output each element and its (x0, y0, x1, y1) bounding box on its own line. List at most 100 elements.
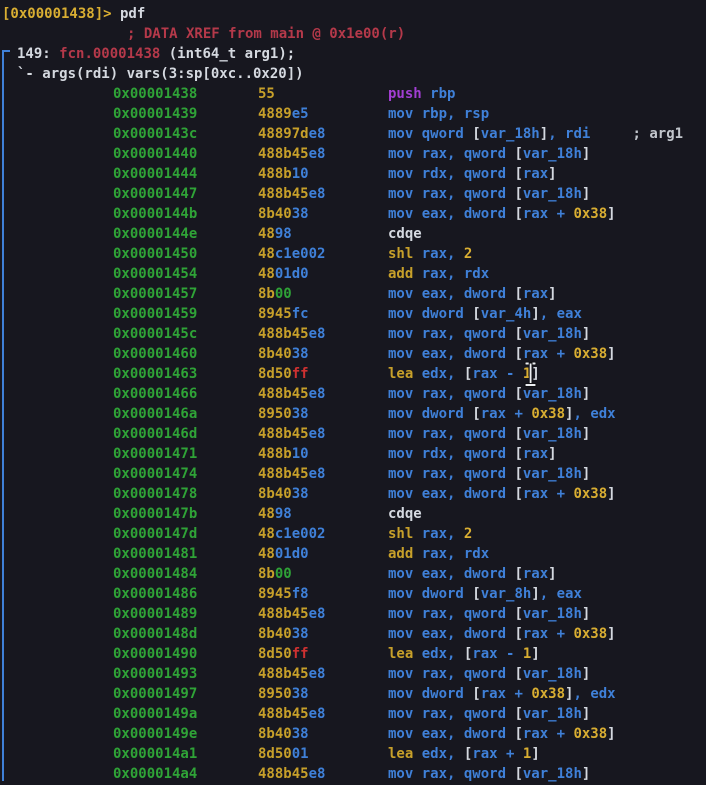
disasm-row: 0x00001474 488b45e8 mov rax, qword [var_18… (0, 464, 706, 484)
disasm-row: 0x00001497 895038 mov dword [rax + 0x38], … (0, 684, 706, 704)
instruction-address: 0x00001497 (113, 686, 198, 702)
instruction-address: 0x00001440 (113, 146, 198, 162)
instruction-bytes: 488b45e8 (258, 186, 326, 202)
instruction-address: 0x00001463 (113, 366, 198, 382)
instruction-text: mov qword [var_18h], rdi ; arg1 (388, 126, 684, 142)
instruction-text: mov dword [var_8h], eax (388, 586, 582, 602)
function-signature: (int64_t arg1); (160, 46, 296, 62)
instruction-bytes: 8b4038 (258, 346, 309, 362)
disasm-row: 0x00001450 48c1e002 shl rax, 2 (0, 244, 706, 264)
disasm-row: 0x0000146d 488b45e8 mov rax, qword [var_18… (0, 424, 706, 444)
instruction-text: cdqe (388, 506, 422, 522)
instruction-address: 0x00001460 (113, 346, 198, 362)
instruction-text: mov eax, dword [rax + 0x38] (388, 346, 616, 362)
instruction-address: 0x0000147d (113, 526, 198, 542)
instruction-text: cdqe (388, 226, 422, 242)
instruction-bytes: 488b45e8 (258, 766, 326, 782)
instruction-bytes: 8945f8 (258, 586, 309, 602)
instruction-bytes: 488b10 (258, 446, 309, 462)
instruction-text: mov rax, qword [var_18h] (388, 606, 591, 622)
prompt-command[interactable]: pdf (119, 6, 146, 22)
instruction-bytes: 488b45e8 (258, 386, 326, 402)
mouse-cursor-ibeam (524, 361, 537, 387)
disasm-row: 0x00001447 488b45e8 mov rax, qword [var_18… (0, 184, 706, 204)
function-signature-line: 149: fcn.00001438 (int64_t arg1); (0, 44, 706, 64)
disasm-row: 0x000014a4 488b45e8 mov rax, qword [var_18… (0, 764, 706, 784)
instruction-address: 0x0000143c (113, 126, 198, 142)
disasm-row: 0x00001438 55 push rbp (0, 84, 706, 104)
function-name: fcn.00001438 (59, 46, 161, 62)
instruction-bytes: 488b45e8 (258, 326, 326, 342)
instruction-bytes: 8d5001 (258, 746, 309, 762)
disasm-row: 0x0000146a 895038 mov dword [rax + 0x38], … (0, 404, 706, 424)
instruction-address: 0x00001489 (113, 606, 198, 622)
function-vars-line: `- args(rdi) vars(3:sp[0xc..0x20]) (0, 64, 706, 84)
disasm-row: 0x0000148d 8b4038 mov eax, dword [rax + 0x… (0, 624, 706, 644)
disasm-row: 0x00001489 488b45e8 mov rax, qword [var_18… (0, 604, 706, 624)
instruction-address: 0x00001484 (113, 566, 198, 582)
instruction-bytes: 4801d0 (258, 266, 309, 282)
instruction-text: mov rdx, qword [rax] (388, 166, 557, 182)
instruction-address: 0x0000149e (113, 726, 198, 742)
instruction-bytes: 4898 (258, 226, 292, 242)
disasm-row: 0x000014a1 8d5001 lea edx, [rax + 1] (0, 744, 706, 764)
instruction-address: 0x000014a1 (113, 746, 198, 762)
instruction-text: lea edx, [rax - 1] (388, 646, 540, 662)
instruction-text: mov eax, dword [rax + 0x38] (388, 626, 616, 642)
instruction-address: 0x00001450 (113, 246, 198, 262)
disasm-rows: 0x00001438 55 push rbp 0x00001439 4889e5 mov … (0, 84, 706, 784)
instruction-text: mov eax, dword [rax] (388, 286, 557, 302)
instruction-bytes: 55 (258, 86, 275, 102)
disasm-row: 0x00001444 488b10 mov rdx, qword [rax] (0, 164, 706, 184)
instruction-text: mov rdx, qword [rax] (388, 446, 557, 462)
instruction-bytes: 488b45e8 (258, 606, 326, 622)
instruction-bytes: 895038 (258, 686, 309, 702)
instruction-text: add rax, rdx (388, 266, 490, 282)
prompt-address: [0x00001438]> (2, 6, 112, 22)
function-vars: `- args(rdi) vars(3:sp[0xc..0x20]) (17, 66, 304, 82)
instruction-text: mov eax, dword [rax + 0x38] (388, 206, 616, 222)
instruction-text: shl rax, 2 (388, 526, 473, 542)
disasm-row: 0x0000147b 4898 cdqe (0, 504, 706, 524)
instruction-address: 0x0000144b (113, 206, 198, 222)
disasm-row: 0x0000143c 48897de8 mov qword [var_18h], r… (0, 124, 706, 144)
instruction-bytes: 8d50ff (258, 646, 309, 662)
instruction-text: lea edx, [rax + 1] (388, 746, 540, 762)
instruction-address: 0x00001439 (113, 106, 198, 122)
instruction-text: mov rbp, rsp (388, 106, 490, 122)
disasm-row: 0x00001486 8945f8 mov dword [var_8h], eax (0, 584, 706, 604)
instruction-bytes: 48c1e002 (258, 246, 326, 262)
instruction-bytes: 8b4038 (258, 206, 309, 222)
instruction-bytes: 8b00 (258, 286, 292, 302)
instruction-text: mov dword [rax + 0x38], edx (388, 406, 616, 422)
instruction-text: lea edx, [rax - 1] (388, 366, 540, 382)
disasm-row: 0x0000147d 48c1e002 shl rax, 2 (0, 524, 706, 544)
instruction-text: mov rax, qword [var_18h] (388, 706, 591, 722)
disasm-row: 0x00001478 8b4038 mov eax, dword [rax + 0x… (0, 484, 706, 504)
instruction-bytes: 8b4038 (258, 486, 309, 502)
instruction-address: 0x00001457 (113, 286, 198, 302)
disasm-row: 0x0000145c 488b45e8 mov rax, qword [var_18… (0, 324, 706, 344)
instruction-text: mov dword [var_4h], eax (388, 306, 582, 322)
instruction-bytes: 4898 (258, 506, 292, 522)
disasm-row: 0x00001439 4889e5 mov rbp, rsp (0, 104, 706, 124)
prompt-line: [0x00001438]> pdf (0, 4, 706, 24)
instruction-bytes: 488b45e8 (258, 706, 326, 722)
instruction-address: 0x00001438 (113, 86, 198, 102)
instruction-address: 0x00001478 (113, 486, 198, 502)
instruction-address: 0x00001486 (113, 586, 198, 602)
disasm-row: 0x0000149a 488b45e8 mov rax, qword [var_18… (0, 704, 706, 724)
instruction-address: 0x00001493 (113, 666, 198, 682)
disasm-row: 0x00001493 488b45e8 mov rax, qword [var_18… (0, 664, 706, 684)
disasm-row: 0x00001463 8d50ff lea edx, [rax - 1] (0, 364, 706, 384)
instruction-text: mov rax, qword [var_18h] (388, 466, 591, 482)
instruction-bytes: 488b45e8 (258, 466, 326, 482)
disasm-row: 0x00001459 8945fc mov dword [var_4h], eax (0, 304, 706, 324)
instruction-address: 0x00001471 (113, 446, 198, 462)
instruction-address: 0x00001459 (113, 306, 198, 322)
instruction-text: mov eax, dword [rax + 0x38] (388, 726, 616, 742)
instruction-text: mov dword [rax + 0x38], edx (388, 686, 616, 702)
instruction-address: 0x0000144e (113, 226, 198, 242)
disasm-row: 0x00001471 488b10 mov rdx, qword [rax] (0, 444, 706, 464)
